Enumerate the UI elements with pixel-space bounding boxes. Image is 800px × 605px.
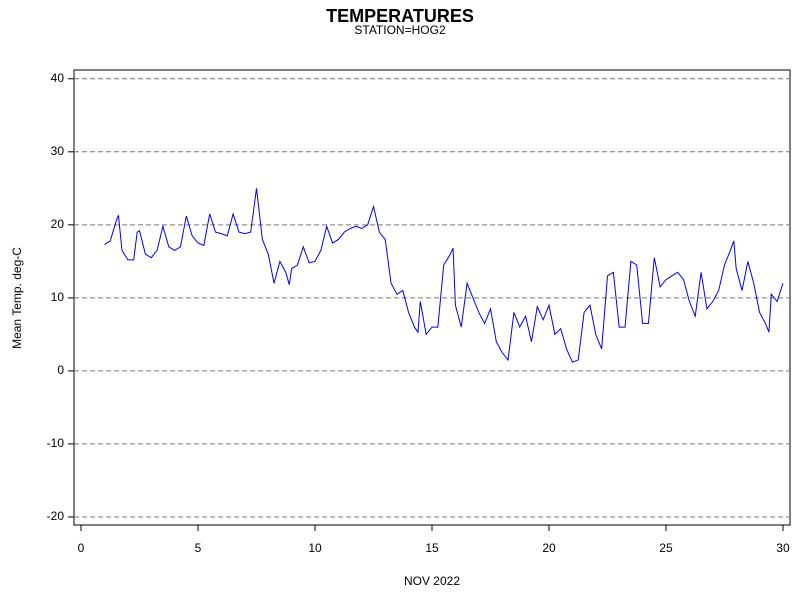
y-tick-label: -20 xyxy=(47,509,65,523)
x-tick-label: 5 xyxy=(195,541,202,555)
x-tick-label: 20 xyxy=(542,541,556,555)
x-tick-label: 10 xyxy=(308,541,322,555)
x-tick-label: 15 xyxy=(425,541,439,555)
y-tick-label: 40 xyxy=(51,71,65,85)
chart-subtitle: STATION=HOG2 xyxy=(354,23,446,37)
chart-title: TEMPERATURES xyxy=(326,6,474,26)
y-axis-label: Mean Temp. deg-C xyxy=(10,247,24,349)
y-tick-label: 10 xyxy=(51,290,65,304)
data-line xyxy=(104,188,784,363)
x-tick-label: 30 xyxy=(776,541,790,555)
x-tick-label: 25 xyxy=(659,541,673,555)
y-tick-label: -10 xyxy=(47,436,65,450)
x-axis-label: NOV 2022 xyxy=(404,574,460,588)
y-tick-label: 20 xyxy=(51,217,65,231)
x-tick-label: 0 xyxy=(78,541,85,555)
y-tick-label: 0 xyxy=(57,363,64,377)
y-tick-label: 30 xyxy=(51,144,65,158)
